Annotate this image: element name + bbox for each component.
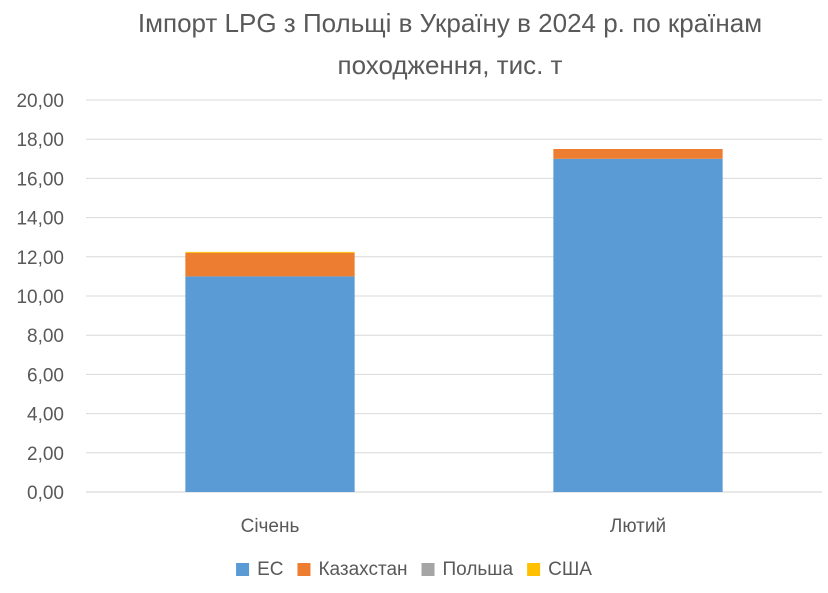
y-tick-label: 18,00	[16, 130, 64, 151]
x-category-label: Лютий	[610, 516, 666, 537]
y-tick-label: 4,00	[27, 405, 64, 426]
legend-swatch	[297, 563, 311, 576]
legend-swatch	[527, 563, 541, 576]
bar-segment	[185, 276, 355, 492]
y-tick-label: 2,00	[27, 444, 64, 465]
y-tick-label: 20,00	[16, 91, 64, 112]
y-tick-label: 0,00	[27, 483, 64, 504]
legend-swatch	[236, 563, 250, 576]
bar-segment	[553, 158, 723, 493]
bar-segment	[553, 149, 723, 159]
bar-segment	[185, 251, 355, 253]
chart-title-line-2: походження, тис. т	[337, 50, 563, 80]
y-tick-label: 16,00	[16, 169, 64, 190]
bars	[185, 149, 723, 493]
x-axis-categories: Січень Лютий	[241, 516, 667, 537]
y-tick-label: 10,00	[16, 287, 64, 308]
y-tick-label: 8,00	[27, 326, 64, 347]
legend-label: США	[548, 559, 592, 580]
legend-label: Казахстан	[318, 559, 407, 580]
x-category-label: Січень	[241, 516, 300, 537]
chart-title-line-1: Імпорт LPG з Польщі в Україну в 2024 р. …	[137, 8, 763, 38]
y-axis-ticks: 0,00 2,00 4,00 6,00 8,00 10,00 12,00 14,00 16,00…	[16, 91, 64, 504]
bar-segment	[185, 252, 355, 277]
chart-title: Імпорт LPG з Польщі в Україну в 2024 р. …	[100, 2, 800, 86]
y-tick-label: 14,00	[16, 209, 64, 230]
legend-label: ЕС	[257, 559, 283, 580]
legend: ЕС Казахстан Польша США	[236, 559, 592, 580]
y-tick-label: 12,00	[16, 248, 64, 269]
legend-label: Польша	[443, 559, 514, 580]
y-tick-label: 6,00	[27, 365, 64, 386]
legend-swatch	[421, 563, 435, 576]
